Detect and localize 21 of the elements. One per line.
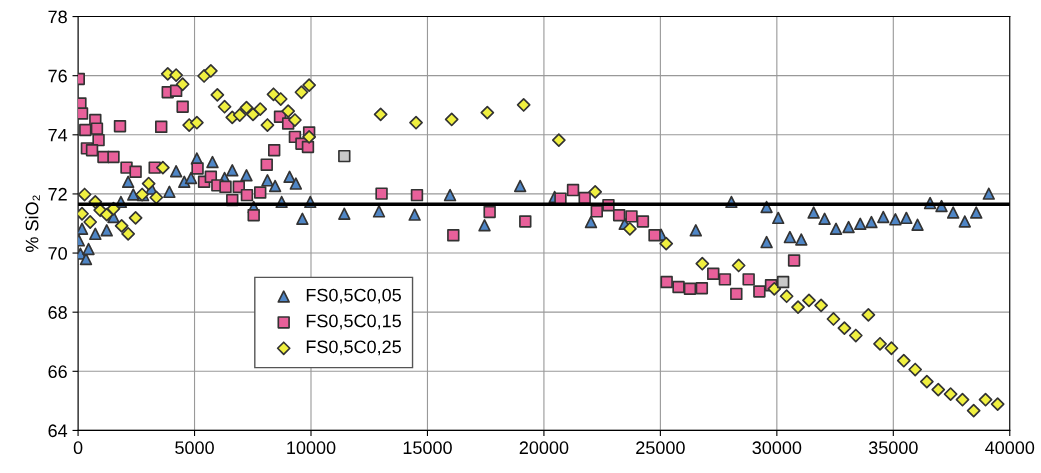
y-tick-label: 72 xyxy=(48,187,67,201)
y-tick-label: 66 xyxy=(48,365,67,379)
y-axis-title: % SiO₂ xyxy=(25,195,40,252)
y-tick-label: 68 xyxy=(48,306,67,319)
x-tick-label: 15000 xyxy=(403,441,452,455)
x-tick-label: 35000 xyxy=(868,441,918,455)
x-tick-label: 20000 xyxy=(519,441,569,455)
x-tick-label: 5000 xyxy=(175,441,214,455)
x-tick-label: 10000 xyxy=(287,441,336,455)
x-tick-label: 30000 xyxy=(752,441,802,455)
x-tick-label: 0 xyxy=(73,441,83,455)
y-tick-label: 64 xyxy=(48,424,68,438)
y-tick-label: 74 xyxy=(48,128,68,142)
y-tick-label: 70 xyxy=(48,246,67,260)
y-tick-label: 78 xyxy=(48,10,67,24)
legend-label: FS0,5C0,05 xyxy=(306,288,401,304)
legend-label: FS0,5C0,25 xyxy=(306,340,401,356)
x-tick-label: 25000 xyxy=(636,441,685,455)
y-tick-label: 76 xyxy=(48,69,67,83)
legend-label: FS0,5C0,15 xyxy=(306,314,401,330)
x-tick-label: 40000 xyxy=(985,441,1035,455)
